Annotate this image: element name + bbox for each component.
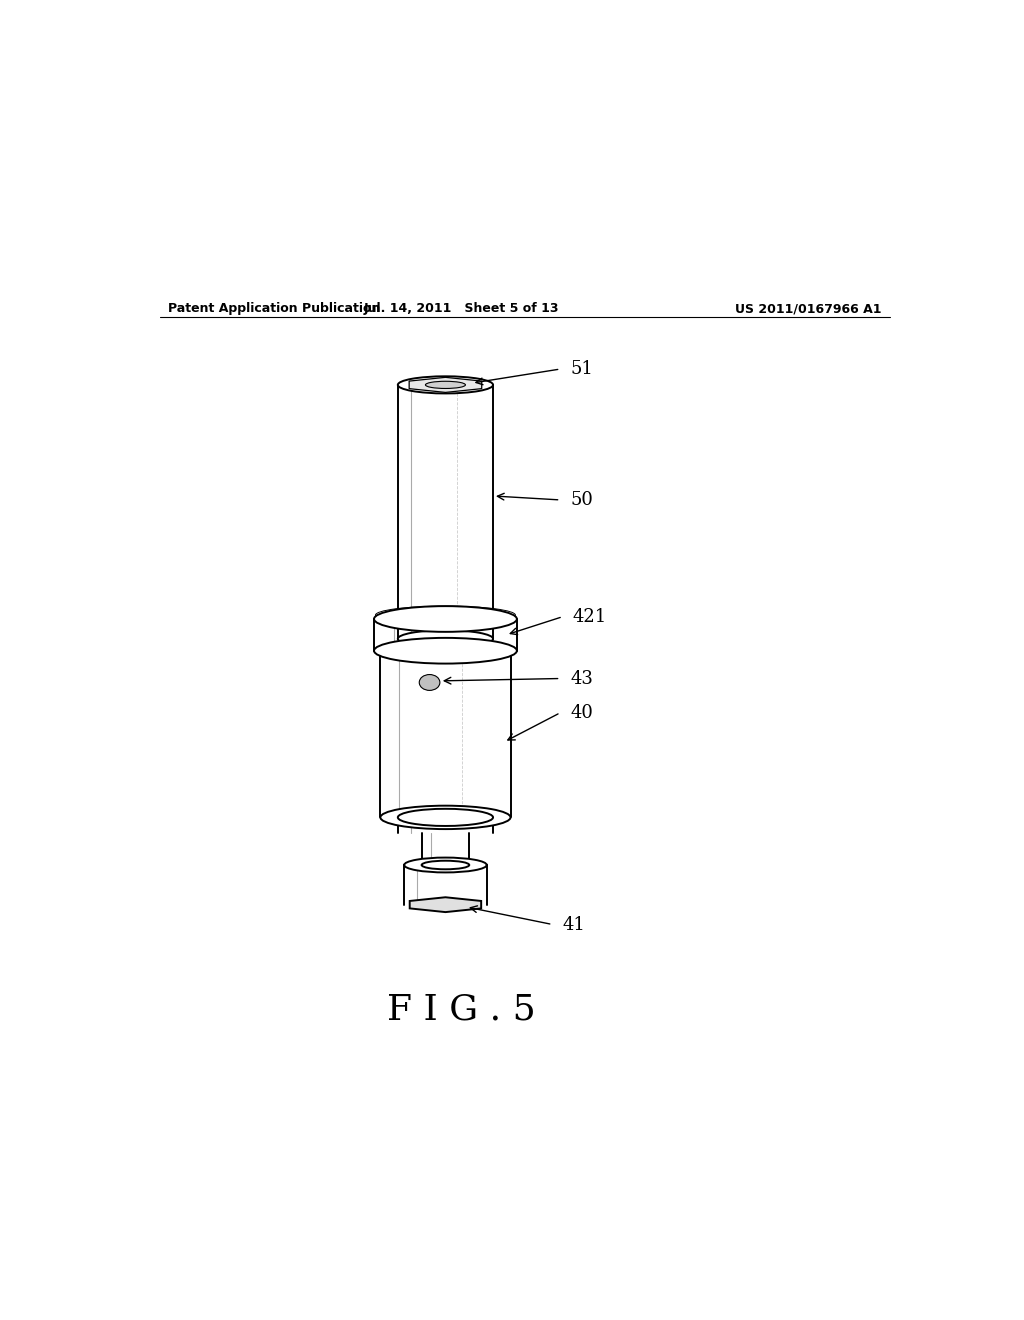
Ellipse shape: [391, 611, 500, 631]
Ellipse shape: [380, 805, 511, 829]
Polygon shape: [410, 898, 481, 912]
Ellipse shape: [398, 630, 494, 647]
Text: US 2011/0167966 A1: US 2011/0167966 A1: [735, 302, 882, 315]
Ellipse shape: [374, 638, 517, 664]
Text: Jul. 14, 2011   Sheet 5 of 13: Jul. 14, 2011 Sheet 5 of 13: [364, 302, 559, 315]
Ellipse shape: [422, 861, 469, 870]
Text: 40: 40: [570, 704, 593, 722]
Text: 43: 43: [570, 669, 593, 688]
Text: 41: 41: [562, 916, 585, 933]
Ellipse shape: [398, 376, 494, 393]
Ellipse shape: [425, 381, 466, 388]
Ellipse shape: [374, 606, 517, 632]
Polygon shape: [410, 378, 481, 392]
Text: 50: 50: [570, 491, 593, 510]
Ellipse shape: [404, 858, 486, 873]
Ellipse shape: [419, 675, 440, 690]
Text: 421: 421: [572, 607, 606, 626]
Ellipse shape: [398, 809, 494, 826]
Text: Patent Application Publication: Patent Application Publication: [168, 302, 380, 315]
Ellipse shape: [380, 639, 511, 663]
Text: 51: 51: [570, 360, 593, 378]
Text: F I G . 5: F I G . 5: [387, 993, 536, 1027]
